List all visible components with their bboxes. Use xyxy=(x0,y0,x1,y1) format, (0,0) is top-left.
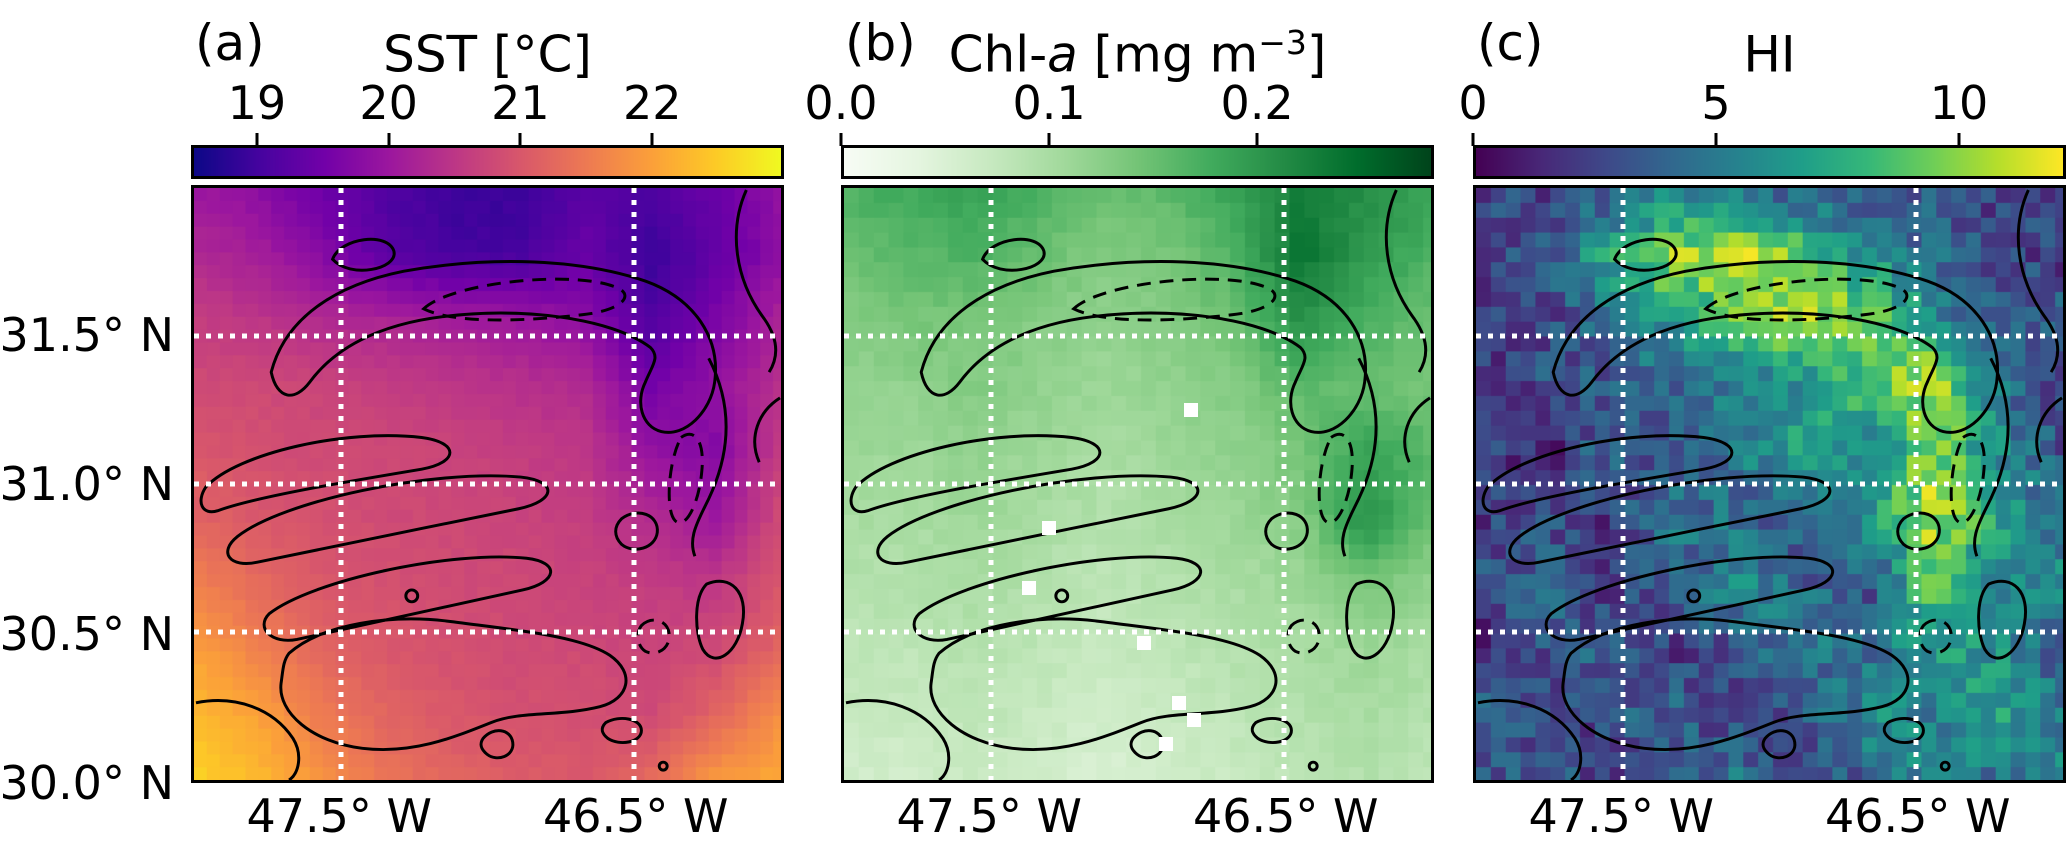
colorbar-tick-label: 22 xyxy=(622,76,682,130)
missing-data-pixel xyxy=(1042,521,1056,535)
missing-data-pixel xyxy=(1159,737,1173,751)
panel-title-hi: HI xyxy=(1473,16,2066,82)
title-post: ] xyxy=(1306,25,1327,84)
lon-tick-label: 46.5° W xyxy=(542,789,729,843)
missing-data-pixel xyxy=(1022,581,1036,595)
panel-hi: (c) HI 0 5 10 47.5° W 46.5° W xyxy=(1458,0,2066,851)
map-chla xyxy=(841,185,1434,783)
panel-letter: (c) xyxy=(1477,14,1544,72)
lat-tick-label: 30.5° N xyxy=(0,606,174,661)
panel-letter: (b) xyxy=(845,14,916,72)
title-text: Chl- xyxy=(948,25,1048,84)
colorbar-chla xyxy=(841,145,1434,179)
lon-tick-label: 47.5° W xyxy=(1528,789,1715,843)
lon-tick-label: 47.5° W xyxy=(896,789,1083,843)
lon-tick-label: 47.5° W xyxy=(246,789,433,843)
panel-title-sst: SST [°C] xyxy=(191,16,784,82)
colorbar-tick-label: 20 xyxy=(359,76,418,130)
lon-tick-label: 46.5° W xyxy=(1824,789,2011,843)
panel-chla: (b) Chl-a [mg m−3] 0.0 0.1 0.2 47.5° W 46.5… xyxy=(804,0,1434,851)
colorbar-tick-label: 0.0 xyxy=(804,76,878,130)
title-mid: [mg m xyxy=(1077,25,1259,84)
colorbar-tick-label: 0.1 xyxy=(1012,76,1086,130)
colorbar-sst xyxy=(191,145,784,179)
colorbar-canvas-sst xyxy=(194,148,781,176)
lat-tick-label: 31.0° N xyxy=(0,457,174,511)
lon-tick-label: 46.5° W xyxy=(1192,789,1379,843)
missing-data-pixel xyxy=(1184,403,1198,417)
colorbar-tick-label: 0 xyxy=(1458,76,1488,130)
latitude-axis-labels: 31.5° N 31.0° N 30.5° N 30.0° N xyxy=(0,0,180,851)
panel-sst: (a) SST [°C] 19 20 21 22 47.5° W 46.5° W xyxy=(191,0,784,851)
panel-letter: (a) xyxy=(195,14,265,72)
map-hi xyxy=(1473,185,2066,783)
missing-data-pixel xyxy=(1137,636,1151,650)
lat-tick-label: 30.0° N xyxy=(0,756,174,810)
longitude-axis-labels: 47.5° W 46.5° W xyxy=(841,790,1434,846)
colorbar-tick-label: 10 xyxy=(1929,76,1989,130)
longitude-axis-labels: 47.5° W 46.5° W xyxy=(191,790,784,846)
contour-overlay xyxy=(194,188,781,780)
missing-data-pixel xyxy=(1172,696,1186,710)
colorbar-tick-label: 21 xyxy=(491,76,550,130)
colorbar-canvas-hi xyxy=(1476,148,2063,176)
colorbar-canvas-chla xyxy=(844,148,1431,176)
contour-overlay xyxy=(844,188,1431,780)
title-sup: −3 xyxy=(1258,23,1307,62)
title-text: HI xyxy=(1743,25,1796,84)
colorbar-tick-label: 0.2 xyxy=(1220,76,1294,130)
colorbar-tick-label: 5 xyxy=(1701,76,1731,130)
panel-title-chla: Chl-a [mg m−3] xyxy=(841,16,1434,82)
map-sst xyxy=(191,185,784,783)
title-text: SST [°C] xyxy=(383,25,592,84)
missing-data-pixel xyxy=(1187,713,1201,727)
contour-overlay xyxy=(1476,188,2063,780)
longitude-axis-labels: 47.5° W 46.5° W xyxy=(1473,790,2066,846)
lat-tick-label: 31.5° N xyxy=(0,307,174,362)
colorbar-hi xyxy=(1473,145,2066,179)
title-italic: a xyxy=(1047,25,1078,84)
colorbar-tick-label: 19 xyxy=(227,76,287,130)
